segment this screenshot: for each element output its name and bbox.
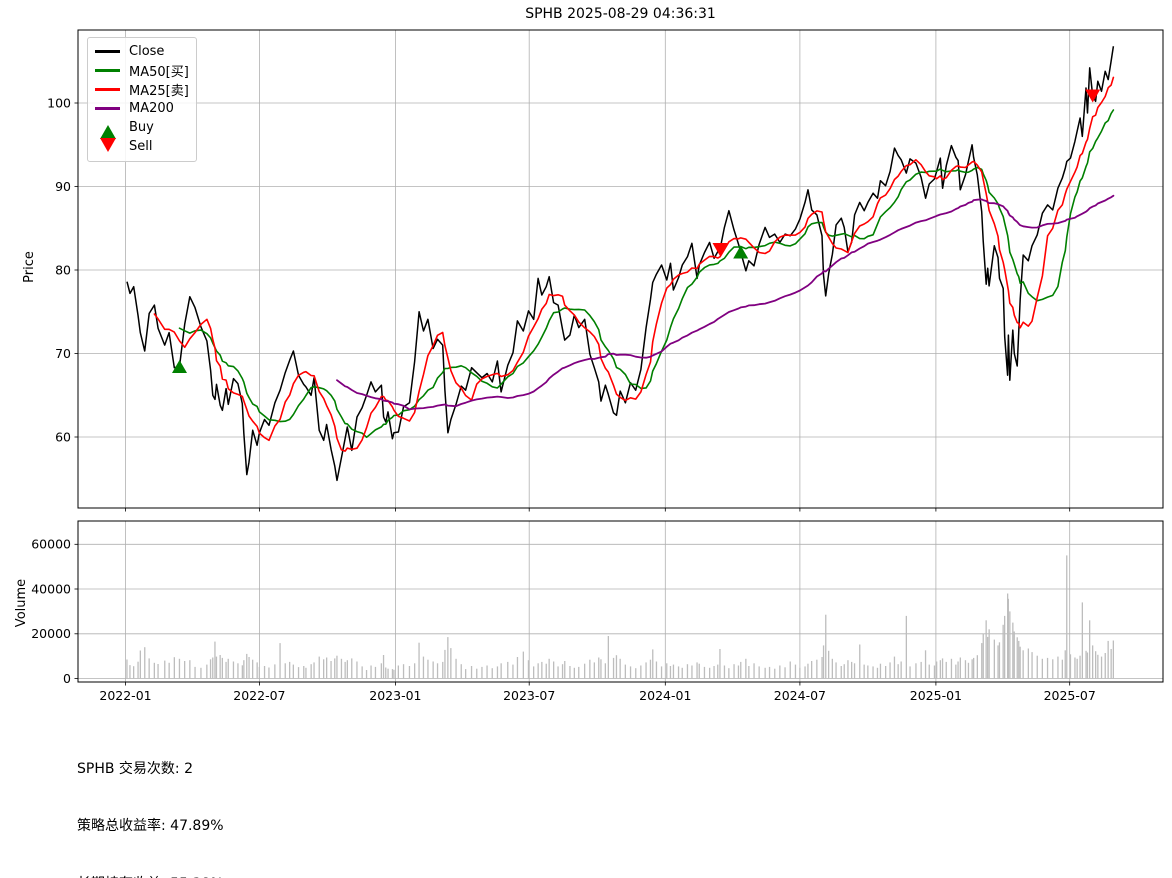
svg-text:2022-07: 2022-07 <box>233 688 285 703</box>
legend-line-swatch <box>95 69 120 72</box>
legend-item-ma25-: MA25[卖] <box>95 80 190 99</box>
svg-text:2023-01: 2023-01 <box>369 688 421 703</box>
legend-item-label: MA50[买] <box>129 65 189 80</box>
legend: Close MA50[买] MA25[卖] MA200 Buy Sell <box>87 37 197 162</box>
svg-text:2025-01: 2025-01 <box>910 688 962 703</box>
legend-line-swatch <box>95 107 120 110</box>
svg-text:2023-07: 2023-07 <box>503 688 555 703</box>
legend-item-label: Sell <box>129 139 153 154</box>
price-axis-label: Price <box>22 251 37 283</box>
svg-text:0: 0 <box>63 671 71 686</box>
buyhold-return-line: 长期持有收益: 55.38% <box>77 875 612 878</box>
legend-item-close: Close <box>95 42 190 61</box>
legend-item-sell: Sell <box>95 137 190 156</box>
legend-item-ma200: MA200 <box>95 99 190 118</box>
legend-item-label: Buy <box>129 120 154 135</box>
strategy-summary-block: SPHB 交易次数: 2 策略总收益率: 47.89% 长期持有收益: 55.3… <box>77 721 612 878</box>
svg-text:2024-07: 2024-07 <box>774 688 826 703</box>
legend-item-label: MA25[卖] <box>129 84 189 99</box>
svg-text:90: 90 <box>55 179 71 194</box>
svg-text:60000: 60000 <box>31 537 71 552</box>
svg-text:80: 80 <box>55 262 71 277</box>
svg-text:2022-01: 2022-01 <box>99 688 151 703</box>
legend-line-swatch <box>95 50 120 53</box>
svg-text:2025-07: 2025-07 <box>1044 688 1096 703</box>
svg-text:40000: 40000 <box>31 581 71 596</box>
legend-item-label: MA200 <box>129 101 174 116</box>
svg-text:100: 100 <box>47 95 71 110</box>
sell-triangle-icon <box>95 138 120 152</box>
legend-item-label: Close <box>129 44 165 59</box>
svg-text:70: 70 <box>55 346 71 361</box>
strategy-return-line: 策略总收益率: 47.89% <box>77 818 224 835</box>
svg-text:20000: 20000 <box>31 626 71 641</box>
chart-title: SPHB 2025-08-29 04:36:31 <box>525 6 716 22</box>
legend-item-buy: Buy <box>95 116 190 139</box>
volume-axis-label: Volume <box>14 578 29 628</box>
legend-line-swatch <box>95 88 120 91</box>
svg-text:2024-01: 2024-01 <box>639 688 691 703</box>
legend-item-ma50-: MA50[买] <box>95 61 190 80</box>
svg-text:60: 60 <box>55 429 71 444</box>
trade-count-line: SPHB 交易次数: 2 <box>77 760 193 777</box>
buy-triangle-icon <box>95 116 120 139</box>
